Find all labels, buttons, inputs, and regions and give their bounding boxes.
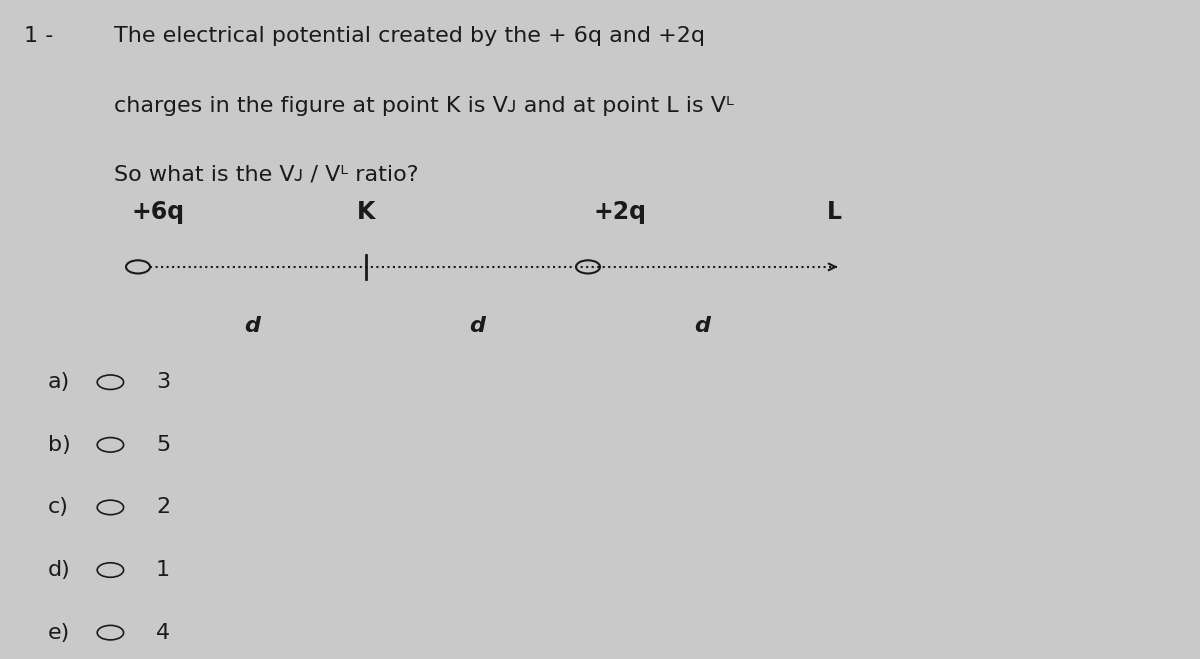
Text: d: d [694, 316, 710, 336]
Text: charges in the figure at point K is Vᴊ and at point L is Vᴸ: charges in the figure at point K is Vᴊ a… [114, 96, 733, 115]
Text: b): b) [48, 435, 71, 455]
Text: d: d [244, 316, 260, 336]
Text: K: K [356, 200, 376, 224]
Text: 4: 4 [156, 623, 170, 643]
Text: L: L [827, 200, 841, 224]
Text: 5: 5 [156, 435, 170, 455]
Text: a): a) [48, 372, 71, 392]
Text: e): e) [48, 623, 71, 643]
Text: c): c) [48, 498, 68, 517]
Text: 1 -: 1 - [24, 26, 53, 46]
Text: The electrical potential created by the + 6q and +2q: The electrical potential created by the … [114, 26, 706, 46]
Text: 2: 2 [156, 498, 170, 517]
Text: +6q: +6q [132, 200, 185, 224]
Text: d: d [469, 316, 485, 336]
Text: d): d) [48, 560, 71, 580]
Text: 1: 1 [156, 560, 170, 580]
Text: 3: 3 [156, 372, 170, 392]
Text: So what is the Vᴊ / Vᴸ ratio?: So what is the Vᴊ / Vᴸ ratio? [114, 165, 419, 185]
Text: +2q: +2q [594, 200, 647, 224]
